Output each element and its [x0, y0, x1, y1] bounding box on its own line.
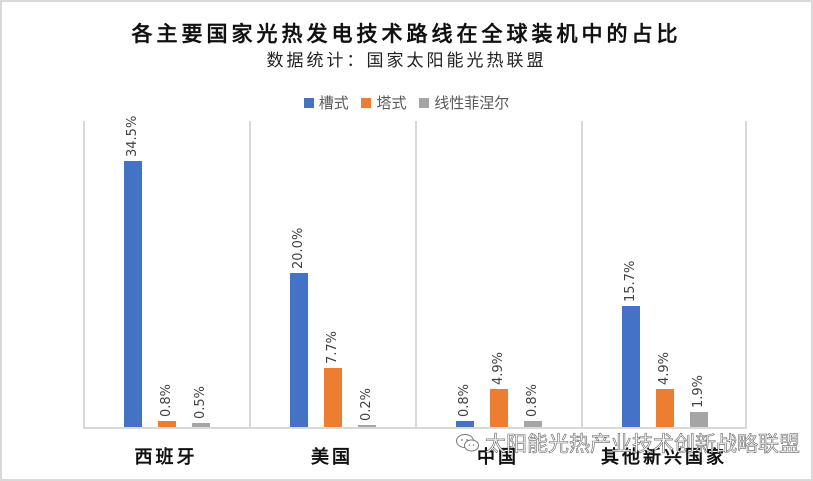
chart-subtitle: 数据统计：国家太阳能光热联盟	[266, 51, 547, 71]
bar-trough	[456, 421, 474, 427]
legend-label-trough: 槽式	[318, 94, 349, 112]
bar-tower	[656, 389, 674, 427]
bar-tower	[324, 368, 342, 427]
data-label: 4.9%	[491, 351, 506, 385]
data-label: 1.9%	[691, 374, 706, 408]
bar-tower	[158, 421, 176, 427]
plot-area: 34.5% 0.8% 0.5% 20.0% 7.7% 0.2% 0.8% 4.9% 0.8% 15…	[83, 116, 747, 429]
category-label: 西班牙	[134, 447, 198, 468]
watermark-text: 太阳能光热产业技术创新战略联盟	[485, 432, 801, 457]
legend: 槽式 塔式 线性菲涅尔	[0, 92, 813, 113]
bar-trough	[290, 273, 308, 427]
data-label: 20.0%	[291, 227, 306, 269]
category-separator	[745, 121, 747, 429]
data-label: 7.7%	[325, 330, 340, 364]
legend-swatch-fresnel	[419, 97, 430, 108]
data-label: 0.8%	[525, 383, 540, 417]
data-label: 15.7%	[623, 260, 638, 302]
legend-item-trough: 槽式	[303, 92, 349, 113]
bar-tower	[490, 389, 508, 427]
data-label: 4.9%	[657, 351, 672, 385]
wechat-icon	[456, 434, 479, 452]
legend-item-fresnel: 线性菲涅尔	[419, 92, 509, 113]
bar-fresnel	[358, 425, 376, 427]
data-label: 0.2%	[359, 387, 374, 421]
data-label: 0.8%	[159, 383, 174, 417]
bar-fresnel	[192, 423, 210, 427]
bar-trough	[124, 161, 142, 427]
legend-label-tower: 塔式	[376, 94, 407, 112]
data-label: 34.5%	[125, 115, 140, 157]
data-label: 0.8%	[457, 383, 472, 417]
category-separator	[249, 121, 251, 429]
category-label: 美国	[311, 447, 353, 468]
data-label: 0.5%	[193, 385, 208, 419]
category-separator	[415, 121, 417, 429]
legend-item-tower: 塔式	[361, 92, 407, 113]
category-label: 中国	[477, 447, 519, 468]
legend-swatch-tower	[361, 97, 372, 108]
legend-label-fresnel: 线性菲涅尔	[434, 94, 510, 112]
watermark: 太阳能光热产业技术创新战略联盟	[455, 428, 800, 458]
bar-fresnel	[690, 412, 708, 427]
chart-title: 各主要国家光热发电技术路线在全球装机中的占比	[131, 21, 682, 46]
bar-trough	[622, 306, 640, 427]
category-separator	[581, 121, 583, 429]
bar-fresnel	[524, 421, 542, 427]
legend-swatch-trough	[303, 97, 314, 108]
category-separator	[83, 121, 85, 429]
category-label: 其他新兴国家	[601, 447, 727, 468]
